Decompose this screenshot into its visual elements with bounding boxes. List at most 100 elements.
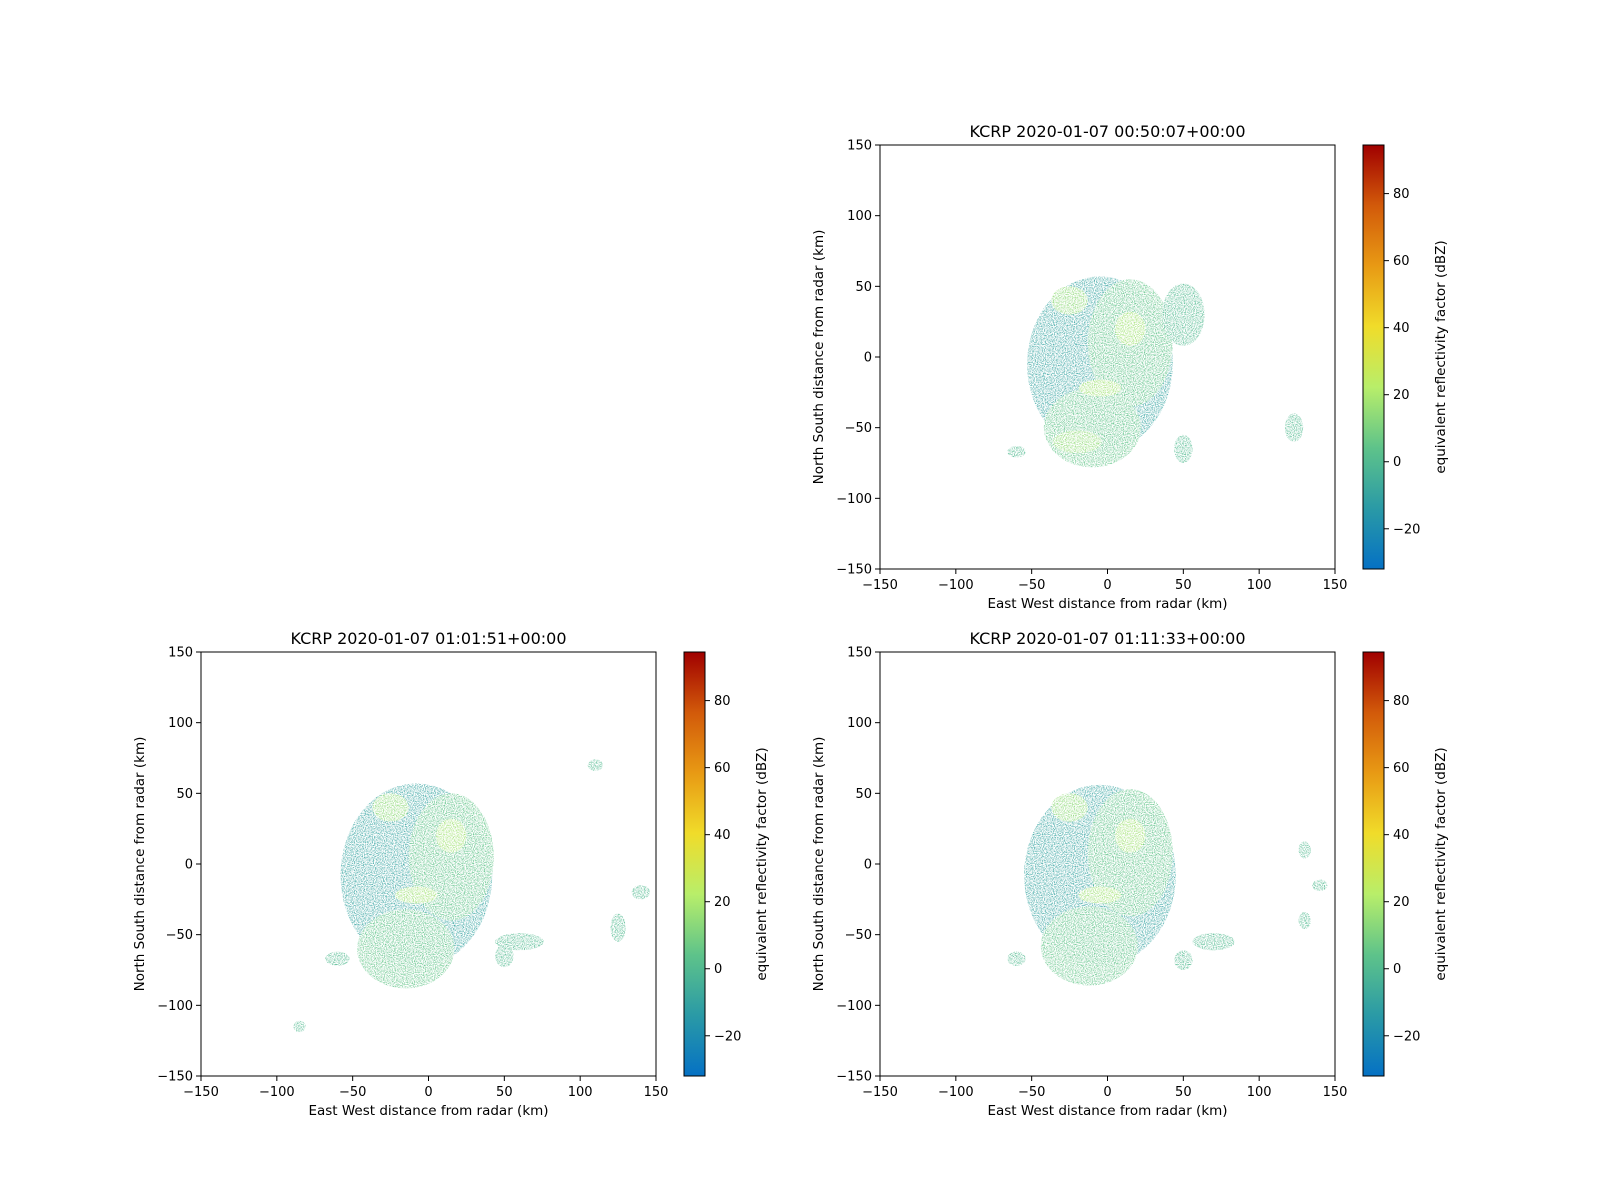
- y-axis-label: North South distance from radar (km): [132, 737, 148, 992]
- radar-panel-0: KCRP 2020-01-07 00:50:07+00:00 −150 −100 −…: [811, 122, 1449, 612]
- plot-area: [1007, 276, 1304, 468]
- y-tick-label: 0: [864, 351, 872, 366]
- colorbar-tick-label: −20: [1393, 522, 1420, 537]
- reflectivity-region: [1174, 434, 1193, 463]
- panel-title: KCRP 2020-01-07 01:11:33+00:00: [969, 629, 1245, 648]
- x-axis-label: East West distance from radar (km): [308, 1103, 548, 1119]
- colorbar: [1362, 651, 1385, 1077]
- x-tick-label: 50: [496, 1085, 513, 1100]
- x-tick-label: 50: [1175, 578, 1192, 593]
- x-tick-label: 100: [568, 1085, 593, 1100]
- colorbar-tick-label: 40: [1393, 828, 1410, 843]
- colorbar-tick-label: 80: [1393, 187, 1410, 202]
- y-tick-label: 150: [847, 646, 872, 661]
- reflectivity-region: [357, 909, 455, 989]
- reflectivity-region: [1192, 933, 1235, 951]
- x-tick-label: 0: [424, 1085, 432, 1100]
- colorbar-tick-label: 60: [1393, 254, 1410, 269]
- reflectivity-region: [1078, 379, 1122, 397]
- x-tick-label: −50: [339, 1085, 366, 1100]
- colorbar: [1362, 144, 1385, 570]
- colorbar-tick-label: 20: [1393, 895, 1410, 910]
- colorbar-tick-label: 20: [1393, 388, 1410, 403]
- reflectivity-region: [1078, 886, 1122, 904]
- y-axis-label: North South distance from radar (km): [811, 230, 827, 485]
- x-tick-label: 150: [1323, 578, 1348, 593]
- y-axis-ticks: −150 −100 −50 0 50 100 150: [157, 646, 201, 1085]
- colorbar-tick-label: 0: [1393, 455, 1401, 470]
- reflectivity-region: [1052, 430, 1102, 454]
- x-tick-label: 150: [644, 1085, 669, 1100]
- colorbar-ticks: −20 0 20 40 60 80: [1384, 694, 1420, 1044]
- y-tick-label: 50: [176, 787, 193, 802]
- reflectivity-region: [1298, 841, 1311, 859]
- x-tick-label: −100: [938, 1085, 974, 1100]
- reflectivity-region: [395, 886, 438, 904]
- colorbar-label: equivalent reflectivity factor (dBZ): [1433, 747, 1449, 980]
- y-axis-ticks: −150 −100 −50 0 50 100 150: [836, 139, 880, 578]
- colorbar-tick-label: 40: [1393, 321, 1410, 336]
- y-tick-label: −50: [845, 421, 872, 436]
- y-tick-label: 100: [168, 716, 193, 731]
- plot-area: [293, 759, 650, 1033]
- y-tick-label: 100: [847, 209, 872, 224]
- reflectivity-region: [436, 818, 467, 853]
- reflectivity-region: [293, 1020, 306, 1033]
- y-tick-label: 0: [185, 858, 193, 873]
- colorbar-tick-label: 80: [714, 694, 731, 709]
- x-tick-label: 0: [1103, 578, 1111, 593]
- reflectivity-region: [1007, 951, 1026, 966]
- y-tick-label: 0: [864, 858, 872, 873]
- x-tick-label: −50: [1018, 1085, 1045, 1100]
- colorbar-tick-label: 80: [1393, 694, 1410, 709]
- colorbar: [683, 651, 706, 1077]
- y-tick-label: 100: [847, 716, 872, 731]
- reflectivity-region: [1007, 446, 1026, 458]
- y-tick-label: 150: [168, 646, 193, 661]
- colorbar-tick-label: −20: [714, 1029, 741, 1044]
- reflectivity-region: [587, 759, 603, 771]
- colorbar-tick-label: 60: [714, 761, 731, 776]
- reflectivity-region: [1298, 912, 1311, 930]
- panel-title: KCRP 2020-01-07 00:50:07+00:00: [969, 122, 1245, 141]
- y-tick-label: −50: [845, 928, 872, 943]
- colorbar-tick-label: 0: [714, 962, 722, 977]
- x-tick-label: −50: [1018, 578, 1045, 593]
- y-axis-label: North South distance from radar (km): [811, 737, 827, 992]
- y-tick-label: −50: [166, 928, 193, 943]
- x-axis-ticks: −150 −100 −50 0 50 100 150: [862, 569, 1347, 593]
- y-tick-label: −150: [836, 1070, 872, 1085]
- x-tick-label: 100: [1247, 1085, 1272, 1100]
- y-tick-label: −100: [836, 492, 872, 507]
- reflectivity-region: [1051, 286, 1088, 315]
- reflectivity-region: [1043, 388, 1141, 468]
- x-tick-label: 0: [1103, 1085, 1111, 1100]
- reflectivity-region: [495, 944, 514, 968]
- y-tick-label: −100: [836, 999, 872, 1014]
- x-axis-ticks: −150 −100 −50 0 50 100 150: [862, 1076, 1347, 1100]
- y-tick-label: −100: [157, 999, 193, 1014]
- reflectivity-region: [1115, 311, 1146, 346]
- x-tick-label: −150: [183, 1085, 219, 1100]
- reflectivity-region: [372, 793, 409, 822]
- plot-area: [1007, 784, 1328, 986]
- y-tick-label: −150: [836, 563, 872, 578]
- x-axis-label: East West distance from radar (km): [987, 1103, 1227, 1119]
- reflectivity-region: [1051, 793, 1088, 822]
- reflectivity-region: [1174, 950, 1193, 971]
- colorbar-tick-label: −20: [1393, 1029, 1420, 1044]
- reflectivity-region: [1115, 818, 1146, 853]
- reflectivity-region: [631, 885, 650, 900]
- colorbar-label: equivalent reflectivity factor (dBZ): [1433, 240, 1449, 473]
- y-axis-ticks: −150 −100 −50 0 50 100 150: [836, 646, 880, 1085]
- x-tick-label: −150: [862, 578, 898, 593]
- reflectivity-region: [1087, 789, 1173, 917]
- x-axis-ticks: −150 −100 −50 0 50 100 150: [183, 1076, 668, 1100]
- x-tick-label: −150: [862, 1085, 898, 1100]
- x-tick-label: −100: [938, 578, 974, 593]
- reflectivity-region: [325, 951, 350, 966]
- colorbar-tick-label: 20: [714, 895, 731, 910]
- colorbar-ticks: −20 0 20 40 60 80: [1384, 187, 1420, 537]
- colorbar-tick-label: 40: [714, 828, 731, 843]
